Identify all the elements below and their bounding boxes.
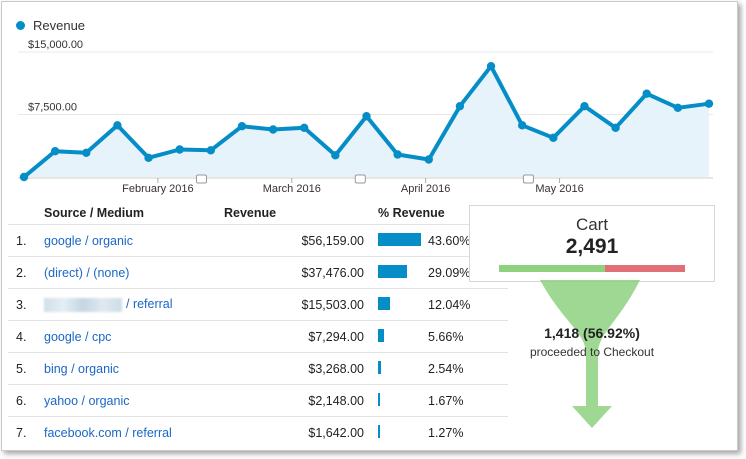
revenue-area xyxy=(24,66,709,177)
source-link[interactable]: bing / organic xyxy=(44,361,120,376)
cart-exit-fill xyxy=(604,265,685,272)
source-link[interactable]: facebook.com / referral xyxy=(44,425,172,440)
x-tick-label: March 2016 xyxy=(263,183,321,195)
data-point[interactable] xyxy=(237,121,247,131)
data-point[interactable] xyxy=(704,99,714,108)
header-pct-revenue[interactable]: % Revenue xyxy=(378,206,445,220)
row-pct: 12.04% xyxy=(428,297,471,312)
row-pct: 2.54% xyxy=(428,361,464,376)
row-number: 7. xyxy=(8,416,44,448)
row-pct: 5.66% xyxy=(428,329,464,344)
data-point[interactable] xyxy=(113,121,122,130)
cart-proceed-bar xyxy=(499,265,685,272)
y-tick-label: $15,000.00 xyxy=(28,39,83,51)
data-point[interactable] xyxy=(549,133,558,143)
row-revenue: $2,148.00 xyxy=(224,384,378,417)
row-number: 2. xyxy=(8,256,44,289)
data-point[interactable] xyxy=(393,150,402,159)
source-link[interactable]: / referral xyxy=(126,297,173,312)
cart-proceed-fill xyxy=(499,265,605,272)
data-point[interactable] xyxy=(175,145,184,154)
row-revenue: $7,294.00 xyxy=(224,320,378,353)
pct-bar xyxy=(378,424,380,438)
x-tick-label: February 2016 xyxy=(122,183,194,195)
row-number: 5. xyxy=(8,352,44,385)
row-revenue: $37,476.00 xyxy=(224,256,378,289)
table-row: 2. (direct) / (none) $37,476.00 29.09% xyxy=(8,256,508,289)
data-point[interactable] xyxy=(50,146,60,156)
row-revenue: $15,503.00 xyxy=(224,288,378,321)
data-point[interactable] xyxy=(517,121,527,130)
row-revenue: $56,159.00 xyxy=(224,224,378,257)
data-point[interactable] xyxy=(331,151,340,160)
table-row: 4. google / cpc $7,294.00 5.66% xyxy=(8,320,508,353)
data-point[interactable] xyxy=(268,125,278,134)
chart-legend: Revenue xyxy=(16,18,85,33)
row-pct: 43.60% xyxy=(428,233,471,248)
pct-bar xyxy=(378,392,380,406)
data-point[interactable] xyxy=(486,61,496,71)
source-medium-table: Source / Medium Revenue % Revenue 1. goo… xyxy=(8,202,508,448)
checkout-proceed-value: 1,418 (56.92%) xyxy=(544,325,640,341)
cart-title: Cart xyxy=(575,215,609,234)
legend-label: Revenue xyxy=(33,18,86,33)
table-row: 3. / referral $15,503.00 12.04% xyxy=(8,288,508,321)
table-row: 5. bing / organic $3,268.00 2.54% xyxy=(8,352,508,385)
data-point[interactable] xyxy=(206,146,216,155)
data-point[interactable] xyxy=(642,89,651,98)
row-pct: 1.67% xyxy=(428,393,464,408)
row-number: 6. xyxy=(8,384,44,417)
data-point[interactable] xyxy=(144,153,153,163)
data-point[interactable] xyxy=(455,101,465,111)
annotation-marker-icon[interactable] xyxy=(522,174,534,184)
table-row: 7. facebook.com / referral $1,642.00 1.2… xyxy=(8,416,508,448)
header-source-medium[interactable]: Source / Medium xyxy=(44,206,145,220)
data-point[interactable] xyxy=(580,101,589,111)
source-link[interactable]: google / organic xyxy=(44,233,133,248)
checkout-proceed-label: proceeded to Checkout xyxy=(529,345,655,359)
data-point[interactable] xyxy=(19,172,29,182)
table-row: 1. google / organic $56,159.00 43.60% xyxy=(8,224,508,257)
cart-step-box[interactable]: Cart 2,491 xyxy=(469,205,715,282)
pct-bar xyxy=(378,296,390,310)
table-header-row: Source / Medium Revenue % Revenue xyxy=(8,202,508,225)
header-revenue[interactable]: Revenue xyxy=(224,206,277,220)
row-pct: 29.09% xyxy=(428,265,471,280)
legend-dot-icon xyxy=(16,21,25,30)
source-link[interactable]: google / cpc xyxy=(44,329,112,344)
pct-bar xyxy=(378,232,421,246)
revenue-line-chart: $7,500.00 $15,000.00 February 2016 March 2… xyxy=(18,39,714,195)
annotation-marker-icon[interactable] xyxy=(195,174,207,184)
data-point[interactable] xyxy=(424,155,433,164)
pct-bar xyxy=(378,328,384,342)
annotation-marker-icon[interactable] xyxy=(354,174,366,184)
cart-value: 2,491 xyxy=(565,235,619,258)
table-row: 6. yahoo / organic $2,148.00 1.67% xyxy=(8,384,508,417)
row-number: 4. xyxy=(8,320,44,353)
row-revenue: $3,268.00 xyxy=(224,352,378,385)
x-tick-label: April 2016 xyxy=(401,183,451,195)
source-link[interactable]: (direct) / (none) xyxy=(44,265,130,280)
row-pct: 1.27% xyxy=(428,425,464,440)
data-point[interactable] xyxy=(300,123,309,133)
x-tick-label: May 2016 xyxy=(535,183,583,195)
source-link[interactable]: yahoo / organic xyxy=(44,393,130,408)
row-revenue: $1,642.00 xyxy=(224,416,378,448)
data-point[interactable] xyxy=(362,111,371,121)
funnel-arrow-icon xyxy=(540,280,640,428)
row-number: 3. xyxy=(8,288,44,321)
redacted-source xyxy=(44,297,122,312)
data-point[interactable] xyxy=(82,148,91,158)
row-number: 1. xyxy=(8,224,44,257)
data-point[interactable] xyxy=(673,103,683,113)
pct-bar xyxy=(378,264,407,278)
pct-bar xyxy=(378,360,381,374)
data-point[interactable] xyxy=(611,123,620,133)
y-tick-label: $7,500.00 xyxy=(28,102,77,114)
